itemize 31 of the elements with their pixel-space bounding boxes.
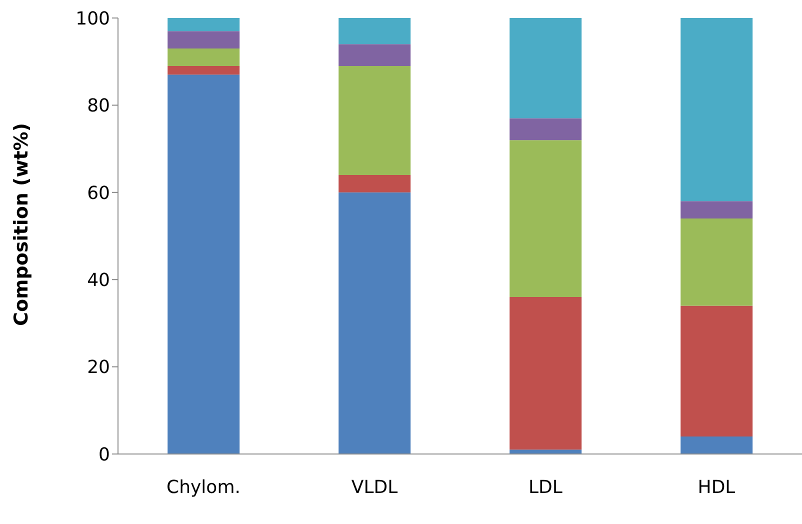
x-tick-label: LDL [528, 476, 562, 498]
bar [338, 192, 411, 454]
y-tick-label: 80 [87, 96, 110, 117]
bar [510, 297, 582, 450]
bar [680, 201, 753, 219]
bar [680, 436, 753, 454]
x-tick-label: VLDL [351, 476, 398, 498]
y-tick-label: 100 [76, 8, 110, 30]
bar [168, 74, 240, 454]
x-tick-label: Chylom. [166, 476, 240, 498]
y-tick-label: 40 [87, 270, 110, 291]
bar [510, 118, 582, 140]
bar [510, 18, 582, 118]
y-tick-label: 0 [98, 444, 110, 466]
bar [168, 18, 240, 32]
bar [680, 18, 753, 202]
y-tick-label: 60 [87, 182, 110, 204]
y-tick-label: 20 [87, 357, 110, 378]
bar [168, 31, 240, 49]
bar [338, 66, 411, 175]
bar [168, 66, 240, 75]
bar [680, 218, 753, 306]
bar [510, 450, 582, 454]
bar [680, 306, 753, 437]
bar [338, 44, 411, 66]
bar [338, 18, 411, 44]
bar [168, 48, 240, 66]
bar [510, 140, 582, 298]
y-axis-title: Composition (wt%) [10, 122, 33, 326]
x-tick-label: HDL [698, 476, 736, 498]
bar [338, 174, 411, 192]
